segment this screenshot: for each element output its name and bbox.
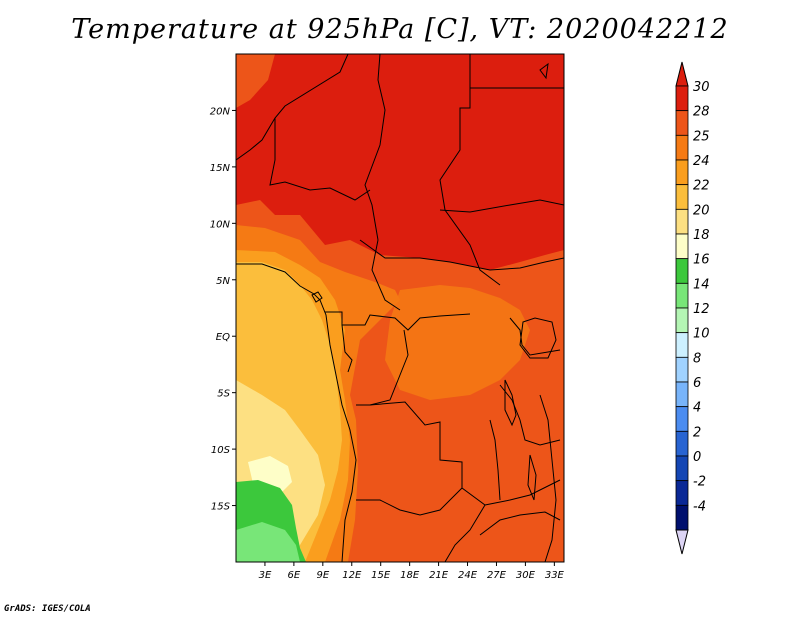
colorbar-label: 16 bbox=[693, 253, 710, 268]
chart-title: Temperature at 925hPa [C], VT: 202004221… bbox=[71, 14, 729, 45]
x-tick-label: 21E bbox=[429, 570, 449, 581]
y-tick-label: 15S bbox=[211, 502, 231, 513]
colorbar-label: 22 bbox=[693, 179, 710, 194]
y-tick-label: 10N bbox=[210, 219, 231, 230]
colorbar-label: 30 bbox=[693, 80, 710, 95]
x-tick-label: 3E bbox=[259, 570, 272, 581]
colorbar-swatch bbox=[675, 307, 689, 334]
colorbar-swatch bbox=[675, 381, 689, 408]
colorbar-label: 4 bbox=[693, 401, 701, 416]
field-25-basin bbox=[385, 285, 530, 400]
colorbar-label: 10 bbox=[693, 327, 710, 342]
colorbar-label: 24 bbox=[693, 154, 710, 169]
colorbar-swatch bbox=[675, 480, 689, 506]
credit-label: GrADS: IGES/COLA bbox=[4, 604, 91, 614]
field-14 bbox=[236, 522, 300, 562]
colorbar-swatch bbox=[675, 208, 689, 235]
x-tick-label: 6E bbox=[288, 570, 301, 581]
colorbar-swatch bbox=[675, 110, 689, 136]
axis-ticks: 3E 6E 9E 12E 15E 18E 21E 24E 27E 30E 33E 20N 15N 10N 5… bbox=[210, 106, 565, 581]
colorbar-swatch bbox=[675, 258, 689, 284]
y-tick-label: 5N bbox=[216, 276, 230, 287]
x-tick-label: 18E bbox=[400, 570, 420, 581]
colorbar-swatch bbox=[675, 455, 689, 482]
x-tick-label: 9E bbox=[316, 570, 329, 581]
y-tick-label: 5S bbox=[217, 389, 230, 400]
x-tick-label: 24E bbox=[458, 570, 478, 581]
colorbar-swatch bbox=[675, 356, 689, 383]
colorbar-swatch bbox=[675, 159, 689, 186]
colorbar-label: 0 bbox=[693, 450, 701, 465]
colorbar-swatch bbox=[675, 233, 689, 260]
colorbar-label: -4 bbox=[693, 499, 706, 514]
colorbar-swatch bbox=[675, 134, 689, 161]
colorbar-label: 28 bbox=[693, 105, 710, 120]
colorbar-swatch bbox=[675, 406, 689, 432]
colorbar-label: 18 bbox=[693, 228, 710, 243]
y-tick-label: EQ bbox=[216, 332, 230, 343]
field-28-nw bbox=[236, 54, 275, 108]
temperature-field bbox=[236, 54, 564, 562]
x-tick-label: 12E bbox=[342, 570, 362, 581]
colorbar-label: 20 bbox=[693, 203, 710, 218]
colorbar-swatch bbox=[675, 332, 689, 358]
x-tick-label: 33E bbox=[545, 570, 565, 581]
y-tick-label: 15N bbox=[210, 163, 231, 174]
colorbar-label: 25 bbox=[693, 129, 710, 144]
colorbar-label: 12 bbox=[693, 302, 710, 317]
colorbar-label: 2 bbox=[693, 425, 701, 440]
colorbar-swatch bbox=[675, 85, 689, 112]
country-borders bbox=[236, 54, 564, 562]
x-tick-label: 27E bbox=[487, 570, 507, 581]
map-frame bbox=[235, 53, 565, 563]
colorbar-label: -2 bbox=[693, 475, 706, 490]
colorbar-label: 8 bbox=[693, 351, 701, 366]
colorbar-swatch bbox=[675, 184, 689, 210]
colorbar-swatch bbox=[675, 430, 689, 457]
colorbar-swatch bbox=[675, 504, 689, 531]
colorbar-bottom-arrow bbox=[675, 529, 689, 555]
x-tick-label: 15E bbox=[371, 570, 391, 581]
colorbar-label: 14 bbox=[693, 277, 710, 292]
y-tick-label: 20N bbox=[210, 106, 231, 117]
x-tick-label: 30E bbox=[516, 570, 536, 581]
colorbar-swatch bbox=[675, 282, 689, 309]
lakes bbox=[311, 62, 557, 501]
colorbar-top-arrow bbox=[675, 61, 689, 87]
y-tick-label: 10S bbox=[211, 445, 231, 456]
colorbar-label: 6 bbox=[693, 376, 701, 391]
